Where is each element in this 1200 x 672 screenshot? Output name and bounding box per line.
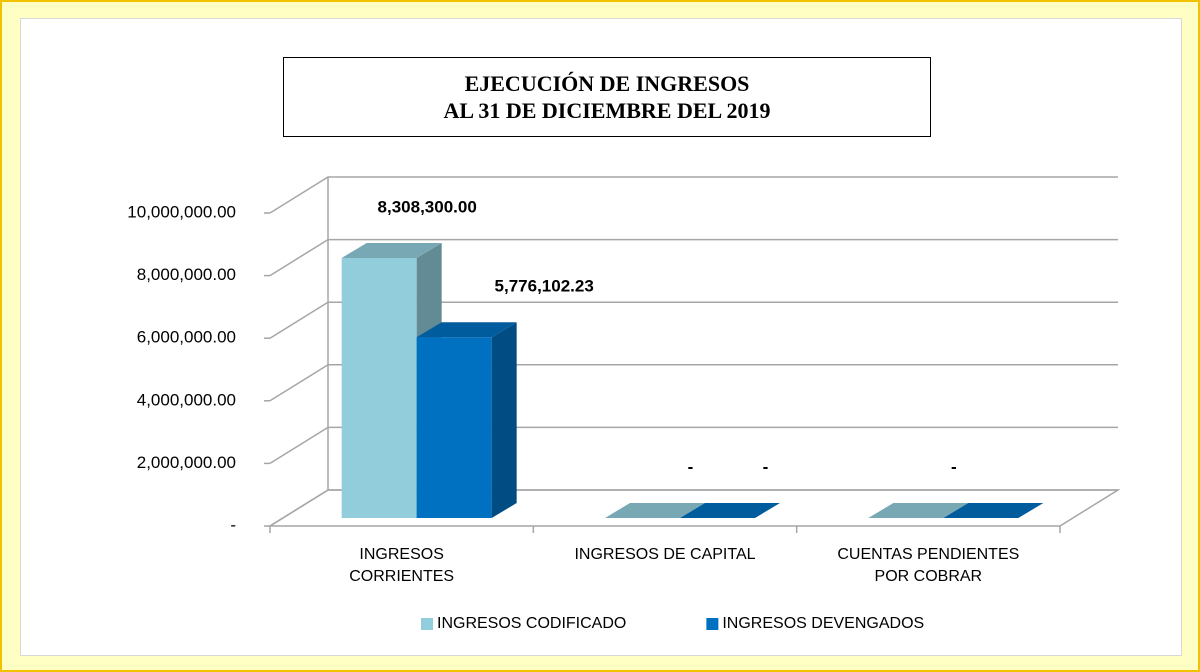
legend-swatch — [421, 618, 433, 630]
chart: - 2,000,000.00 4,000,000.00 6,000,000.00 8,0… — [127, 176, 1121, 632]
x-tick-label: INGRESOS DE CAPITAL — [574, 546, 756, 563]
y-tick-label: 10,000,000.00 — [127, 202, 236, 221]
grid-line — [269, 238, 1118, 277]
bar-side — [491, 322, 517, 518]
bar-front — [341, 257, 417, 518]
x-tick-label: INGRESOS CORRIENTES — [349, 546, 455, 585]
legend-swatch — [706, 618, 719, 630]
chart-title: EJECUCIÓN DE INGRESOS — [464, 71, 750, 96]
grid-line — [269, 176, 1118, 214]
bar — [943, 503, 1044, 518]
value-label: 8,308,300.00 — [378, 197, 477, 216]
y-tick-label: - — [230, 515, 236, 534]
bar-top — [868, 503, 969, 518]
bar-top — [341, 242, 442, 258]
legend-label: INGRESOS CODIFICADO — [437, 615, 626, 632]
y-tick-label: 8,000,000.00 — [137, 265, 236, 284]
bar — [416, 322, 517, 518]
bar — [680, 503, 780, 518]
y-tick-label: 6,000,000.00 — [137, 328, 236, 347]
value-label: 5,776,102.23 — [495, 277, 594, 296]
y-tick-label: 4,000,000.00 — [137, 390, 236, 409]
value-label: - — [688, 457, 694, 476]
value-label: - — [763, 457, 769, 476]
value-label: - — [951, 457, 957, 476]
grid-line — [269, 364, 1118, 402]
chart-panel: - 2,000,000.00 4,000,000.00 6,000,000.00 8,0… — [20, 18, 1182, 656]
grid-line — [269, 426, 1118, 465]
grid-line — [269, 301, 1118, 339]
title-box: EJECUCIÓN DE INGRESOS AL 31 DE DICIEMBRE… — [283, 57, 931, 137]
bar-top — [416, 322, 517, 338]
bar — [605, 503, 705, 518]
bar-top — [680, 503, 780, 518]
legend-label: INGRESOS DEVENGADOS — [722, 615, 924, 632]
bar-top — [943, 503, 1044, 518]
bar-front — [416, 337, 492, 518]
y-tick-label: 2,000,000.00 — [137, 453, 236, 472]
x-tick-label: CUENTAS PENDIENTES POR COBRAR — [837, 546, 1020, 585]
bar-top — [605, 503, 705, 518]
grid-line — [269, 489, 1118, 527]
chart-subtitle: AL 31 DE DICIEMBRE DEL 2019 — [443, 98, 771, 123]
bar — [868, 503, 969, 518]
